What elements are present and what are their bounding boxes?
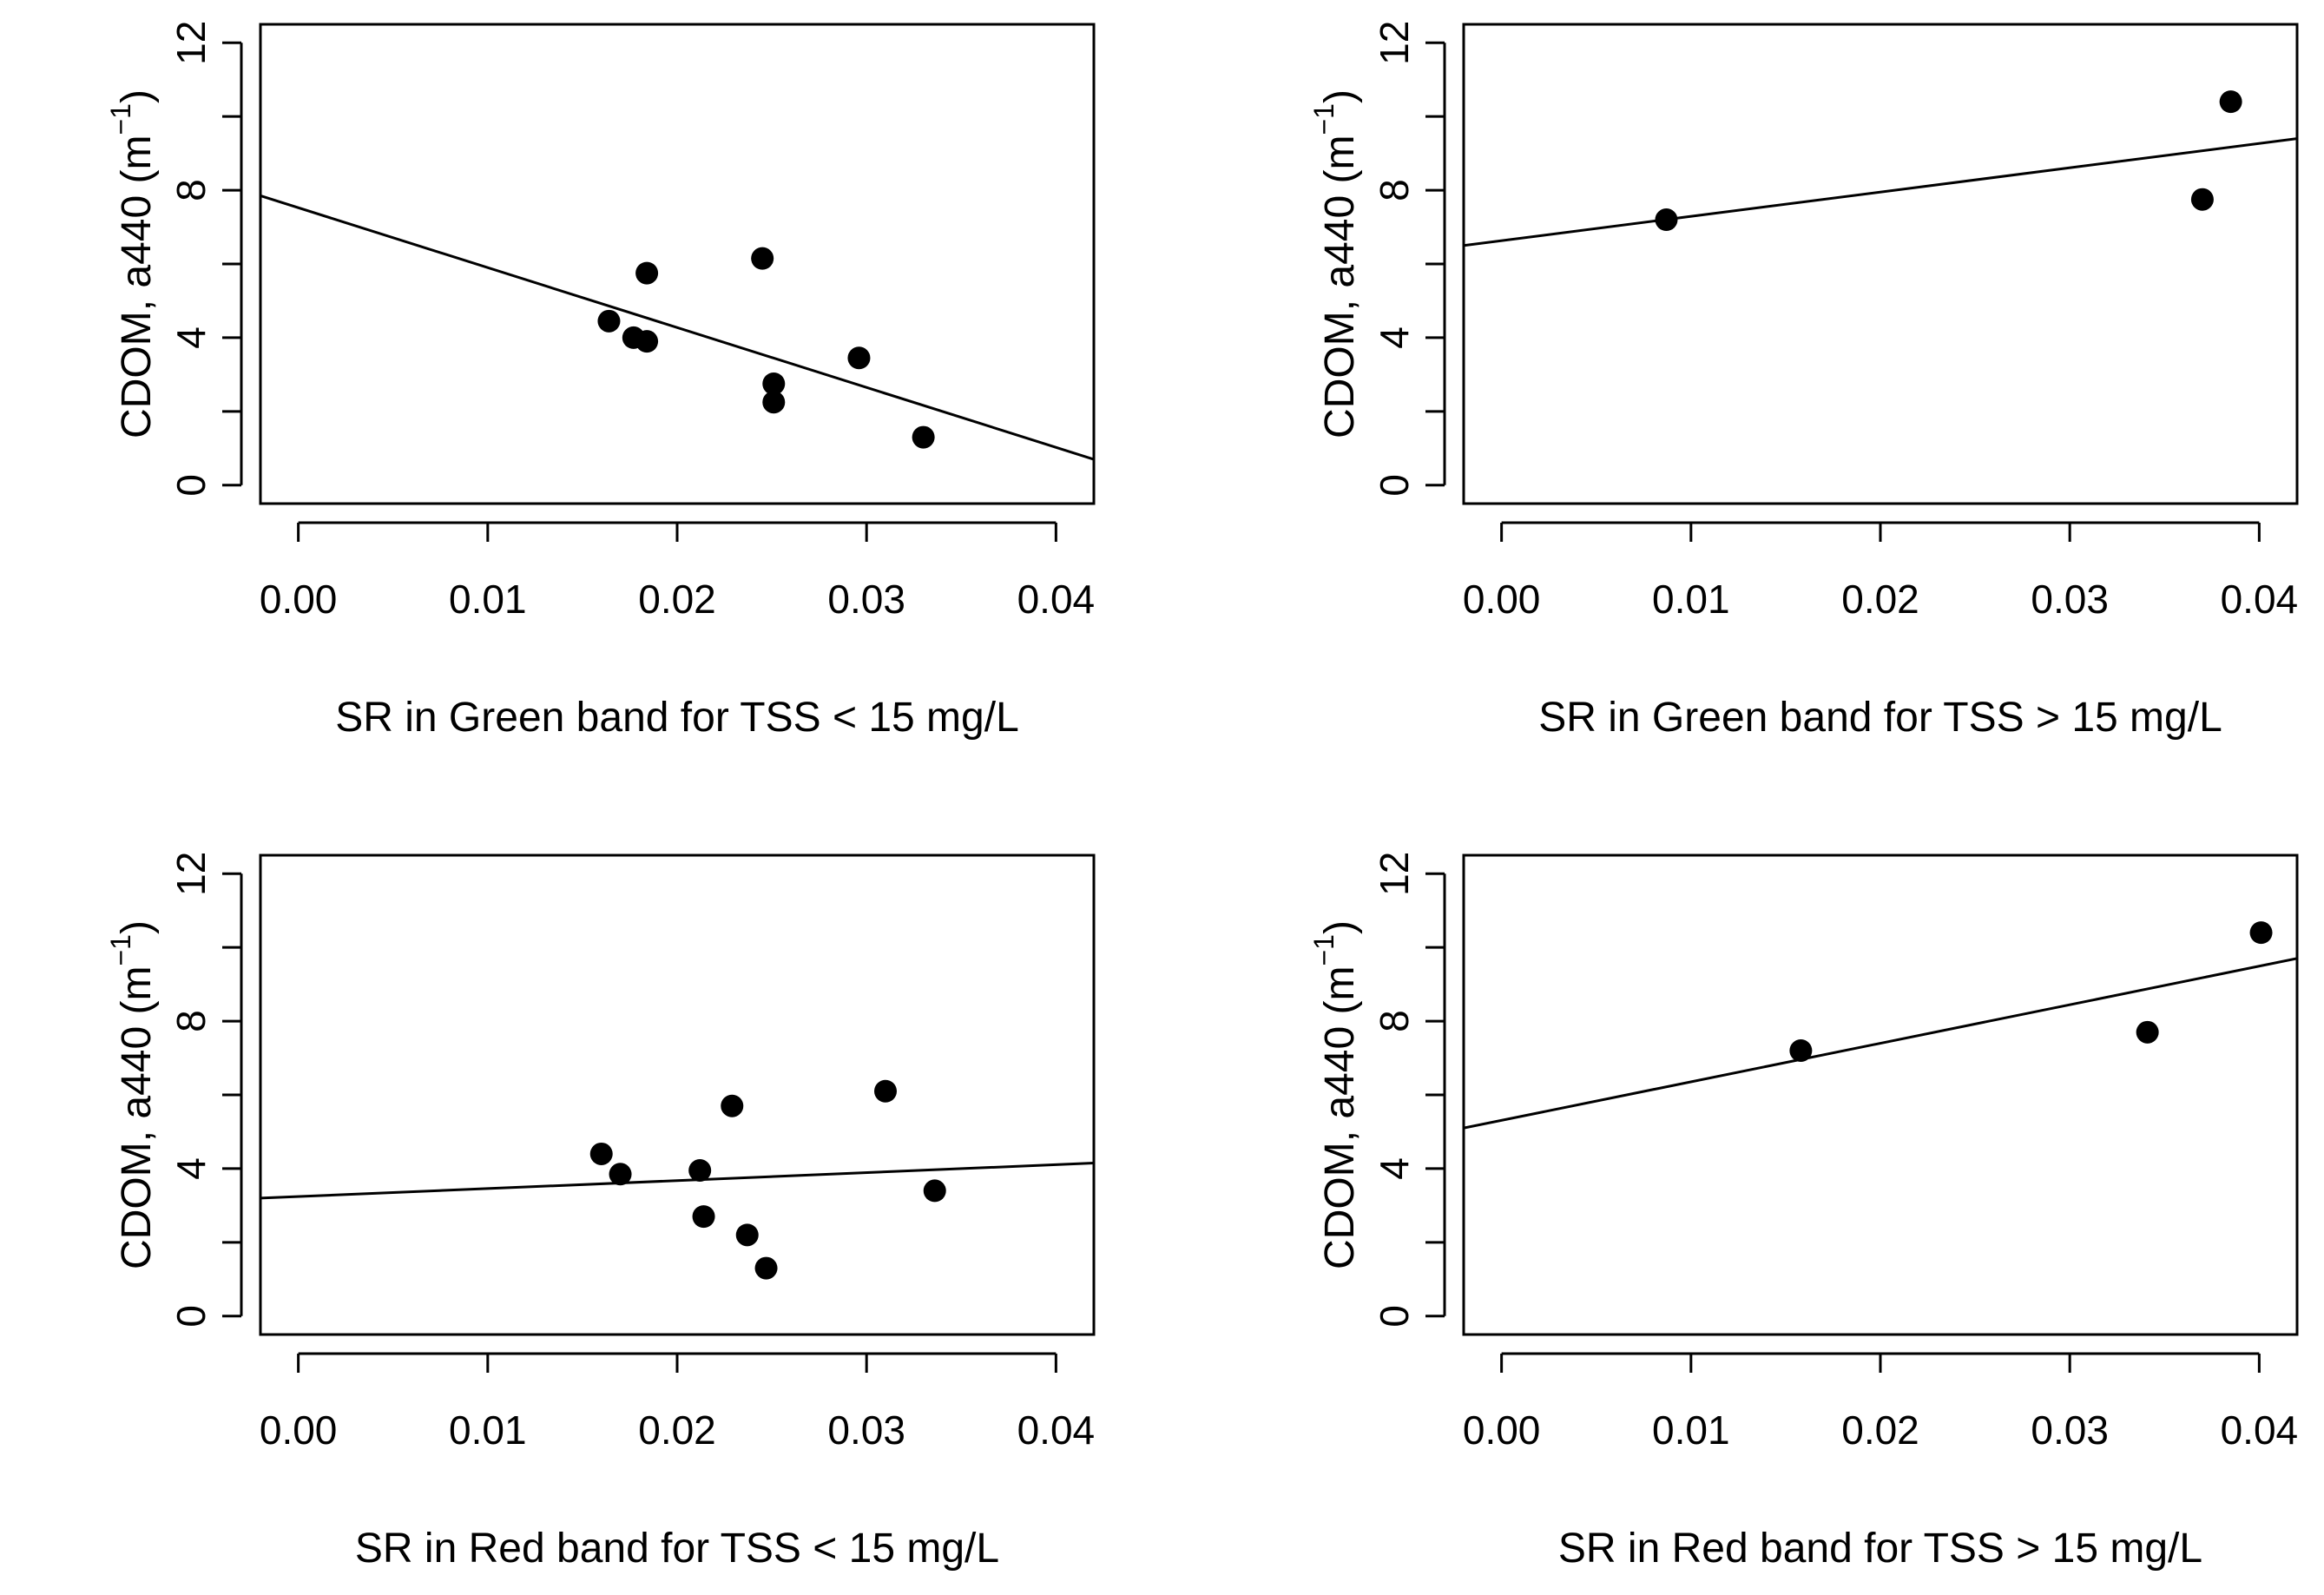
- plot-frame: [259, 854, 1096, 1336]
- x-tick-label: 0.03: [2031, 577, 2109, 622]
- data-point: [1655, 208, 1678, 232]
- data-point: [609, 1163, 632, 1186]
- data-point: [923, 1179, 946, 1203]
- x-tick-label: 0.04: [2221, 577, 2299, 622]
- y-axis-label-superscript: −1: [1308, 103, 1340, 135]
- y-axis-label-close: ): [1317, 920, 1363, 934]
- x-tick-label: 0.04: [2221, 1407, 2299, 1453]
- y-axis-label: CDOM, a440 (m−1): [105, 89, 160, 438]
- regression-line: [1464, 957, 2297, 1130]
- data-point: [635, 330, 659, 353]
- x-tick-label: 0.03: [827, 577, 905, 622]
- y-axis-label-close: ): [114, 89, 160, 103]
- y-axis-label-close: ): [1317, 89, 1363, 103]
- x-axis-label: SR in Red band for TSS < 15 mg/L: [355, 1526, 999, 1572]
- data-point: [874, 1079, 897, 1103]
- y-axis-label-superscript: −1: [105, 103, 136, 135]
- x-tick-label: 0.02: [1841, 1407, 1919, 1453]
- panel-4: 0.00 0.01 0.02 0.03 0.04 SR in Red band for T…: [1308, 852, 2299, 1572]
- y-tick-label: 4: [168, 326, 214, 349]
- y-tick-label: 8: [1372, 1010, 1417, 1032]
- y-tick-label: 0: [1372, 474, 1417, 497]
- y-axis-label: CDOM, a440 (m−1): [1308, 89, 1363, 438]
- plot-frame: [1462, 854, 2299, 1336]
- data-point: [635, 261, 659, 285]
- y-tick-label: 0: [1372, 1305, 1417, 1328]
- data-point: [688, 1159, 712, 1183]
- plot-frame: [1462, 23, 2299, 505]
- x-tick-label: 0.01: [449, 577, 527, 622]
- x-axis-label: SR in Red band for TSS > 15 mg/L: [1558, 1526, 2202, 1572]
- data-point: [721, 1094, 744, 1117]
- y-tick-label: 4: [1372, 326, 1417, 349]
- data-point: [2249, 921, 2273, 945]
- x-axis-label: SR in Green band for TSS < 15 mg/L: [335, 695, 1019, 741]
- regression-line: [260, 1162, 1094, 1200]
- y-tick-label: 4: [1372, 1157, 1417, 1180]
- x-tick-label: 0.04: [1017, 577, 1096, 622]
- data-point: [754, 1256, 778, 1280]
- x-tick-label: 0.03: [827, 1407, 905, 1453]
- y-axis-label-close: ): [114, 920, 160, 934]
- x-tick-label: 0.03: [2031, 1407, 2109, 1453]
- y-tick-label: 8: [168, 179, 214, 201]
- x-tick-label: 0.01: [449, 1407, 527, 1453]
- y-axis-label: CDOM, a440 (m−1): [1308, 920, 1363, 1269]
- data-point: [912, 425, 935, 449]
- data-point: [2219, 90, 2242, 114]
- data-point: [2136, 1020, 2159, 1044]
- x-tick-label: 0.00: [1463, 1407, 1541, 1453]
- y-tick-label: 0: [168, 474, 214, 497]
- data-point: [751, 247, 774, 270]
- y-axis-label-text: CDOM, a440 (m: [1317, 966, 1363, 1269]
- panel-1: 0.00 0.01 0.02 0.03 0.04 SR in Green band for…: [105, 21, 1096, 741]
- y-axis-label-text: CDOM, a440 (m: [114, 966, 160, 1269]
- y-tick-label: 12: [1372, 21, 1417, 65]
- y-tick-label: 8: [168, 1010, 214, 1032]
- y-tick-label: 0: [168, 1305, 214, 1328]
- data-point: [589, 1142, 613, 1165]
- y-axis-label-text: CDOM, a440 (m: [1317, 135, 1363, 438]
- y-axis-label: CDOM, a440 (m−1): [105, 920, 160, 1269]
- data-point: [692, 1205, 715, 1229]
- x-tick-label: 0.04: [1017, 1407, 1096, 1453]
- y-tick-label: 8: [1372, 179, 1417, 201]
- data-point: [1789, 1039, 1813, 1063]
- regression-line: [1464, 137, 2297, 247]
- data-point: [762, 372, 786, 395]
- y-tick-label: 12: [168, 21, 214, 65]
- data-point: [847, 346, 871, 370]
- data-point: [762, 391, 786, 414]
- y-axis-label-superscript: −1: [1308, 934, 1340, 966]
- panel-2: 0.00 0.01 0.02 0.03 0.04 SR in Green band for…: [1308, 21, 2299, 741]
- data-point: [597, 309, 621, 333]
- panel-3: 0.00 0.01 0.02 0.03 0.04 SR in Red band for T…: [105, 852, 1096, 1572]
- x-tick-label: 0.02: [638, 1407, 716, 1453]
- y-axis-label-superscript: −1: [105, 934, 136, 966]
- x-tick-label: 0.01: [1652, 1407, 1730, 1453]
- y-tick-label: 12: [168, 852, 214, 896]
- x-tick-label: 0.02: [1841, 577, 1919, 622]
- data-point: [2190, 188, 2214, 211]
- y-axis-label-text: CDOM, a440 (m: [114, 135, 160, 438]
- x-tick-label: 0.01: [1652, 577, 1730, 622]
- x-tick-label: 0.02: [638, 577, 716, 622]
- regression-line: [260, 194, 1094, 461]
- x-tick-label: 0.00: [260, 577, 338, 622]
- x-axis-label: SR in Green band for TSS > 15 mg/L: [1538, 695, 2222, 741]
- plot-frame: [259, 23, 1096, 505]
- x-tick-label: 0.00: [260, 1407, 338, 1453]
- y-tick-label: 12: [1372, 852, 1417, 896]
- x-tick-label: 0.00: [1463, 577, 1541, 622]
- y-tick-label: 4: [168, 1157, 214, 1180]
- data-point: [735, 1223, 759, 1247]
